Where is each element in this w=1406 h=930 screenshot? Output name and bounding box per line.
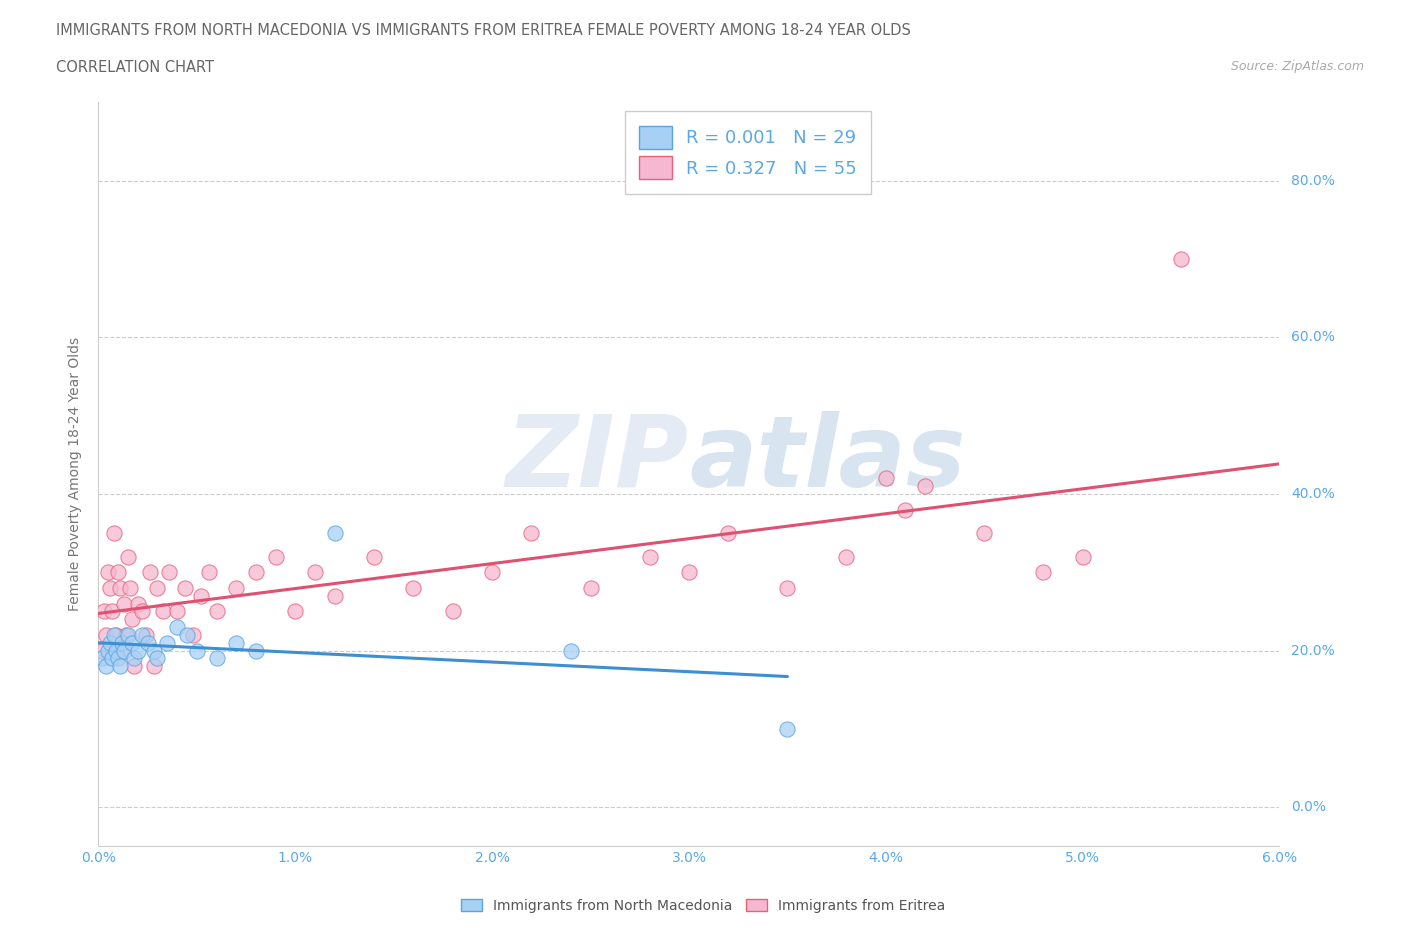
Point — [157, 565, 180, 579]
Point — [105, 643, 128, 658]
Point — [142, 658, 165, 673]
Point — [96, 658, 118, 673]
Point — [142, 643, 165, 658]
Point — [638, 549, 661, 564]
Point — [225, 580, 247, 595]
Point — [156, 635, 179, 650]
Point — [264, 549, 287, 564]
Point — [121, 635, 143, 650]
Text: atlas: atlas — [689, 411, 966, 508]
Point — [186, 643, 208, 658]
Point — [108, 580, 131, 595]
Text: Source: ZipAtlas.com: Source: ZipAtlas.com — [1230, 60, 1364, 73]
Point — [1170, 251, 1192, 266]
Point — [111, 635, 134, 650]
Point — [579, 580, 602, 595]
Point — [776, 580, 799, 595]
Point — [112, 643, 135, 658]
Point — [103, 628, 125, 643]
Point — [197, 565, 219, 579]
Text: 0.0%: 0.0% — [1291, 800, 1326, 814]
Legend: R = 0.001   N = 29, R = 0.327   N = 55: R = 0.001 N = 29, R = 0.327 N = 55 — [624, 112, 872, 193]
Point — [441, 604, 464, 618]
Point — [122, 658, 145, 673]
Point — [205, 604, 228, 618]
Legend: Immigrants from North Macedonia, Immigrants from Eritrea: Immigrants from North Macedonia, Immigra… — [456, 894, 950, 919]
Text: ZIP: ZIP — [506, 411, 689, 508]
Point — [304, 565, 326, 579]
Point — [520, 525, 543, 540]
Point — [245, 643, 267, 658]
Point — [776, 722, 799, 737]
Point — [118, 580, 141, 595]
Point — [835, 549, 858, 564]
Point — [152, 604, 174, 618]
Point — [135, 628, 157, 643]
Point — [136, 635, 159, 650]
Point — [127, 643, 149, 658]
Point — [245, 565, 267, 579]
Point — [101, 651, 124, 666]
Point — [111, 643, 134, 658]
Point — [205, 651, 228, 666]
Point — [323, 525, 346, 540]
Point — [225, 635, 247, 650]
Point — [103, 525, 125, 540]
Text: 60.0%: 60.0% — [1291, 330, 1336, 344]
Point — [108, 658, 131, 673]
Point — [122, 651, 145, 666]
Point — [101, 604, 124, 618]
Point — [107, 651, 129, 666]
Point — [174, 580, 197, 595]
Point — [1032, 565, 1054, 579]
Point — [323, 589, 346, 604]
Y-axis label: Female Poverty Among 18-24 Year Olds: Female Poverty Among 18-24 Year Olds — [69, 338, 83, 611]
Point — [181, 628, 204, 643]
Point — [107, 565, 129, 579]
Point — [91, 651, 114, 666]
Point — [146, 580, 169, 595]
Point — [117, 549, 139, 564]
Point — [121, 612, 143, 627]
Point — [1071, 549, 1094, 564]
Point — [894, 502, 917, 517]
Point — [98, 635, 121, 650]
Point — [914, 479, 936, 494]
Text: CORRELATION CHART: CORRELATION CHART — [56, 60, 214, 75]
Point — [96, 628, 118, 643]
Point — [97, 565, 120, 579]
Point — [131, 628, 153, 643]
Point — [363, 549, 385, 564]
Point — [105, 628, 128, 643]
Text: 20.0%: 20.0% — [1291, 644, 1336, 658]
Point — [973, 525, 995, 540]
Point — [166, 604, 188, 618]
Point — [97, 643, 120, 658]
Point — [115, 628, 138, 643]
Point — [166, 619, 188, 634]
Point — [284, 604, 307, 618]
Point — [138, 565, 160, 579]
Point — [112, 596, 135, 611]
Point — [875, 471, 897, 485]
Point — [146, 651, 169, 666]
Point — [481, 565, 503, 579]
Point — [117, 628, 139, 643]
Point — [560, 643, 582, 658]
Point — [176, 628, 198, 643]
Text: 40.0%: 40.0% — [1291, 487, 1336, 501]
Point — [93, 604, 115, 618]
Point — [127, 596, 149, 611]
Text: IMMIGRANTS FROM NORTH MACEDONIA VS IMMIGRANTS FROM ERITREA FEMALE POVERTY AMONG : IMMIGRANTS FROM NORTH MACEDONIA VS IMMIG… — [56, 23, 911, 38]
Point — [91, 643, 114, 658]
Point — [678, 565, 700, 579]
Text: 80.0%: 80.0% — [1291, 174, 1336, 188]
Point — [717, 525, 740, 540]
Point — [190, 589, 212, 604]
Point — [402, 580, 425, 595]
Point — [98, 580, 121, 595]
Point — [131, 604, 153, 618]
